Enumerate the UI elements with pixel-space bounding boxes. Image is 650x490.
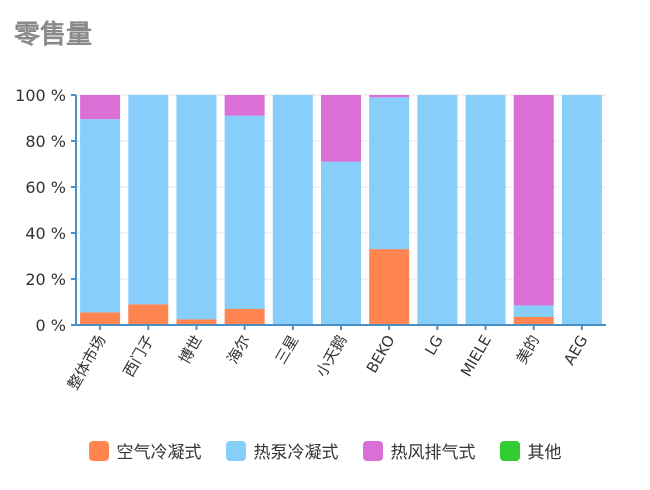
legend: 空气冷凝式 热泵冷凝式 热风排气式 其他 xyxy=(0,438,650,463)
y-tick-label: 40 % xyxy=(25,224,66,243)
bar-segment xyxy=(417,95,458,325)
bar-segment xyxy=(176,95,217,320)
stacked-bar-chart: 0 % 20 % 40 % 60 % 80 % 100 % 整体市场 西门子 博世 海尔 三星 小天鹅… xyxy=(15,86,606,393)
y-tick-label: 60 % xyxy=(25,178,66,197)
legend-item[interactable]: 其他 xyxy=(499,438,562,463)
x-tick-label: MIELE xyxy=(457,332,495,380)
bar-segment xyxy=(321,95,361,162)
y-tick-label: 0 % xyxy=(36,316,66,335)
bar-segment xyxy=(369,249,410,325)
x-tick-label: 三星 xyxy=(272,332,303,367)
bar-segment xyxy=(321,161,361,325)
y-tick-label: 100 % xyxy=(15,86,66,105)
x-tick-label: 西门子 xyxy=(120,332,158,380)
bar-segment xyxy=(465,95,506,325)
x-tick-label: 美的 xyxy=(513,332,544,367)
legend-swatch xyxy=(499,440,520,461)
legend-label: 其他 xyxy=(527,443,562,463)
chart-title: 零售量 xyxy=(14,20,93,50)
bar-segment xyxy=(224,115,265,309)
legend-swatch xyxy=(225,440,246,461)
x-tick-label: 博世 xyxy=(175,332,206,367)
bar-segment xyxy=(128,95,169,305)
x-tick-label: 小天鹅 xyxy=(312,332,350,380)
x-tick-label: LG xyxy=(421,332,447,358)
bar-segment xyxy=(128,304,169,325)
bar-segment xyxy=(513,316,554,325)
y-tick-label: 20 % xyxy=(25,270,66,289)
bar-segment xyxy=(80,95,121,120)
x-tick-label: 整体市场 xyxy=(64,332,110,393)
bar-segment xyxy=(224,95,265,116)
legend-item[interactable]: 热风排气式 xyxy=(362,438,476,463)
x-tick-label: BEKO xyxy=(363,332,399,376)
legend-item[interactable]: 空气冷凝式 xyxy=(88,438,202,463)
legend-label: 空气冷凝式 xyxy=(116,443,202,463)
y-tick-label: 80 % xyxy=(25,132,66,151)
legend-swatch xyxy=(362,440,383,461)
bar-segment xyxy=(369,97,410,250)
bar-segment xyxy=(80,312,121,325)
bar-segment xyxy=(224,308,265,325)
x-tick-label: 海尔 xyxy=(224,332,255,367)
x-tick-label: AEG xyxy=(560,332,591,368)
bar-segment xyxy=(176,319,217,325)
bar-segment xyxy=(80,119,121,313)
bar-segment xyxy=(513,305,554,317)
bar-segment xyxy=(272,95,313,325)
bar-segment xyxy=(369,95,410,98)
legend-label: 热泵冷凝式 xyxy=(253,443,339,463)
bar-segment xyxy=(513,95,554,306)
bar-segment xyxy=(561,95,602,325)
legend-label: 热风排气式 xyxy=(390,443,476,463)
legend-item[interactable]: 热泵冷凝式 xyxy=(225,438,339,463)
legend-swatch xyxy=(88,440,109,461)
